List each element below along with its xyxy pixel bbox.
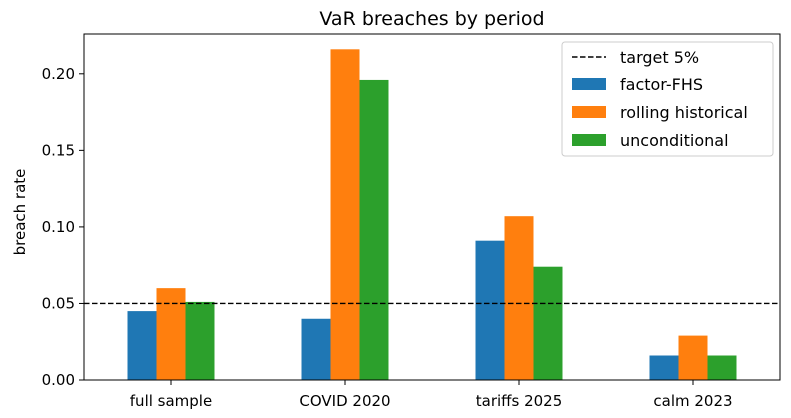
legend-swatch bbox=[572, 78, 606, 90]
bar-factor-fhs-0 bbox=[127, 311, 157, 380]
x-tick-label: COVID 2020 bbox=[299, 392, 390, 410]
chart-title: VaR breaches by period bbox=[319, 8, 544, 30]
bar-unconditional-1 bbox=[359, 79, 389, 381]
bar-factor-fhs-2 bbox=[475, 240, 505, 380]
bar-rolling-historical-2 bbox=[504, 216, 534, 380]
y-tick-label: 0.20 bbox=[42, 65, 75, 83]
x-tick-label: full sample bbox=[130, 392, 212, 410]
legend-swatch bbox=[572, 134, 606, 146]
plot-frame bbox=[83, 33, 781, 381]
legend-label: rolling historical bbox=[620, 103, 748, 122]
bar-factor-fhs-3 bbox=[649, 355, 679, 380]
x-tick-label: calm 2023 bbox=[653, 392, 732, 410]
y-tick-label: 0.15 bbox=[42, 141, 75, 159]
legend-label: unconditional bbox=[620, 131, 729, 150]
y-axis-title: breach rate bbox=[11, 169, 29, 256]
y-tick-label: 0.10 bbox=[42, 218, 75, 236]
bar-unconditional-2 bbox=[533, 266, 563, 380]
x-tick-label: tariffs 2025 bbox=[476, 392, 563, 410]
bar-factor-fhs-1 bbox=[301, 318, 331, 380]
y-tick-label: 0.00 bbox=[42, 371, 75, 389]
legend-box bbox=[561, 41, 774, 157]
legend-label: target 5% bbox=[620, 48, 699, 67]
bar-rolling-historical-3 bbox=[678, 335, 708, 380]
plot-area: 0.00 0.05 0.10 0.15 0.20 full sample COVID 202… bbox=[42, 33, 781, 410]
legend-swatch bbox=[572, 106, 606, 118]
bar-rolling-historical-0 bbox=[156, 288, 186, 380]
legend: target 5% factor-FHS rolling historical unc… bbox=[561, 41, 774, 157]
bar-unconditional-0 bbox=[185, 301, 215, 380]
y-tick-label: 0.05 bbox=[42, 294, 75, 312]
bar-rolling-historical-1 bbox=[330, 49, 360, 381]
legend-label: factor-FHS bbox=[620, 75, 703, 94]
bar-unconditional-3 bbox=[707, 355, 737, 380]
